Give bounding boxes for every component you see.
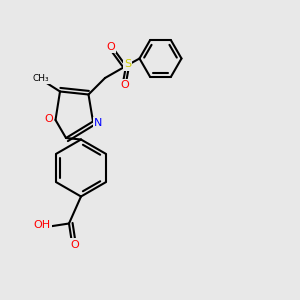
- Text: O: O: [106, 42, 115, 52]
- Text: OH: OH: [33, 220, 51, 230]
- Text: N: N: [94, 118, 103, 128]
- Text: O: O: [44, 113, 53, 124]
- Text: S: S: [124, 59, 131, 70]
- Text: O: O: [70, 239, 80, 250]
- Text: O: O: [120, 80, 129, 91]
- Text: CH₃: CH₃: [33, 74, 50, 83]
